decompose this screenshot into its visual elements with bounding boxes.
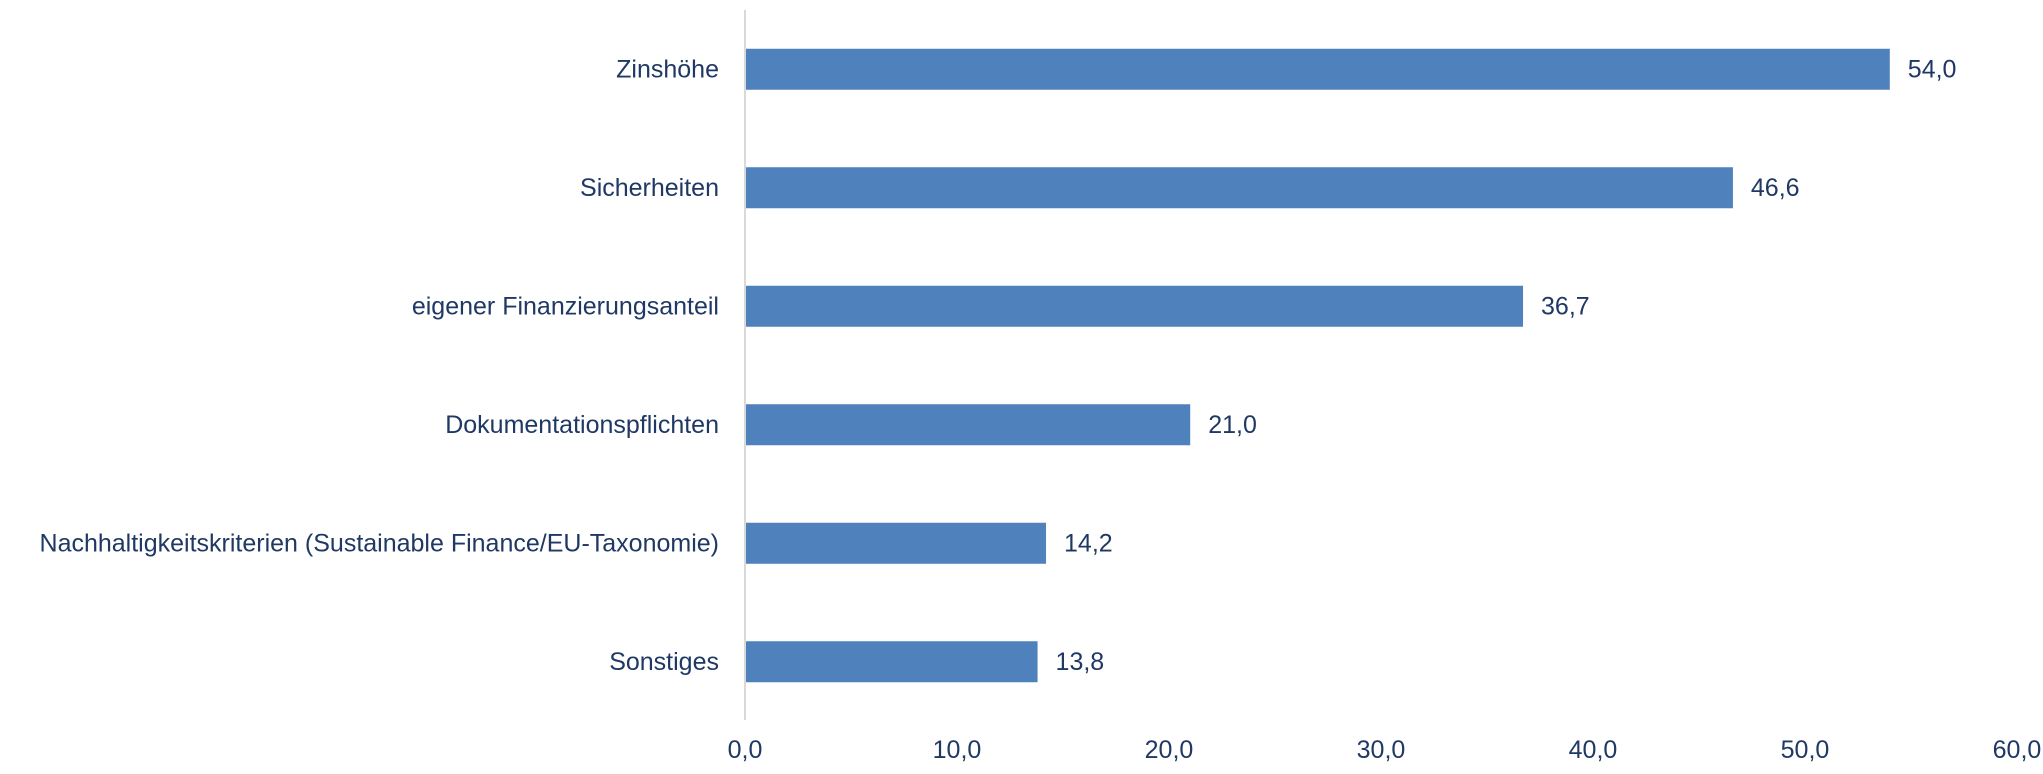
category-labels: Zinshöhe Sicherheiten eigener Finanzierung… (40, 55, 719, 676)
value-labels: 54,0 46,6 36,7 21,0 14,2 13,8 (1056, 55, 1957, 676)
category-label: Sicherheiten (580, 174, 719, 202)
value-label: 14,2 (1064, 529, 1113, 557)
x-tick-label: 20,0 (1145, 736, 1194, 764)
x-tick-labels: 0,0 10,0 20,0 30,0 40,0 50,0 60,0 (728, 736, 2042, 764)
bar (745, 522, 1047, 564)
category-label: Nachhaltigkeitskriterien (Sustainable Fi… (40, 529, 719, 557)
bar (745, 285, 1524, 327)
bar (745, 167, 1733, 209)
x-tick-label: 50,0 (1781, 736, 1830, 764)
category-label: Zinshöhe (616, 55, 719, 83)
bars-layer (745, 48, 1890, 683)
value-label: 21,0 (1208, 411, 1257, 439)
value-label: 36,7 (1541, 292, 1590, 320)
category-label: Sonstiges (609, 648, 719, 676)
value-label: 54,0 (1908, 55, 1957, 83)
value-label: 13,8 (1056, 648, 1105, 676)
category-label: Dokumentationspflichten (445, 411, 719, 439)
category-label: eigener Finanzierungsanteil (412, 292, 719, 320)
x-tick-label: 30,0 (1357, 736, 1406, 764)
bar (745, 641, 1038, 683)
bar (745, 404, 1191, 446)
x-tick-label: 40,0 (1569, 736, 1618, 764)
value-label: 46,6 (1751, 174, 1800, 202)
x-tick-label: 60,0 (1993, 736, 2042, 764)
bar (745, 48, 1890, 90)
x-tick-label: 10,0 (933, 736, 982, 764)
x-tick-label: 0,0 (728, 736, 763, 764)
